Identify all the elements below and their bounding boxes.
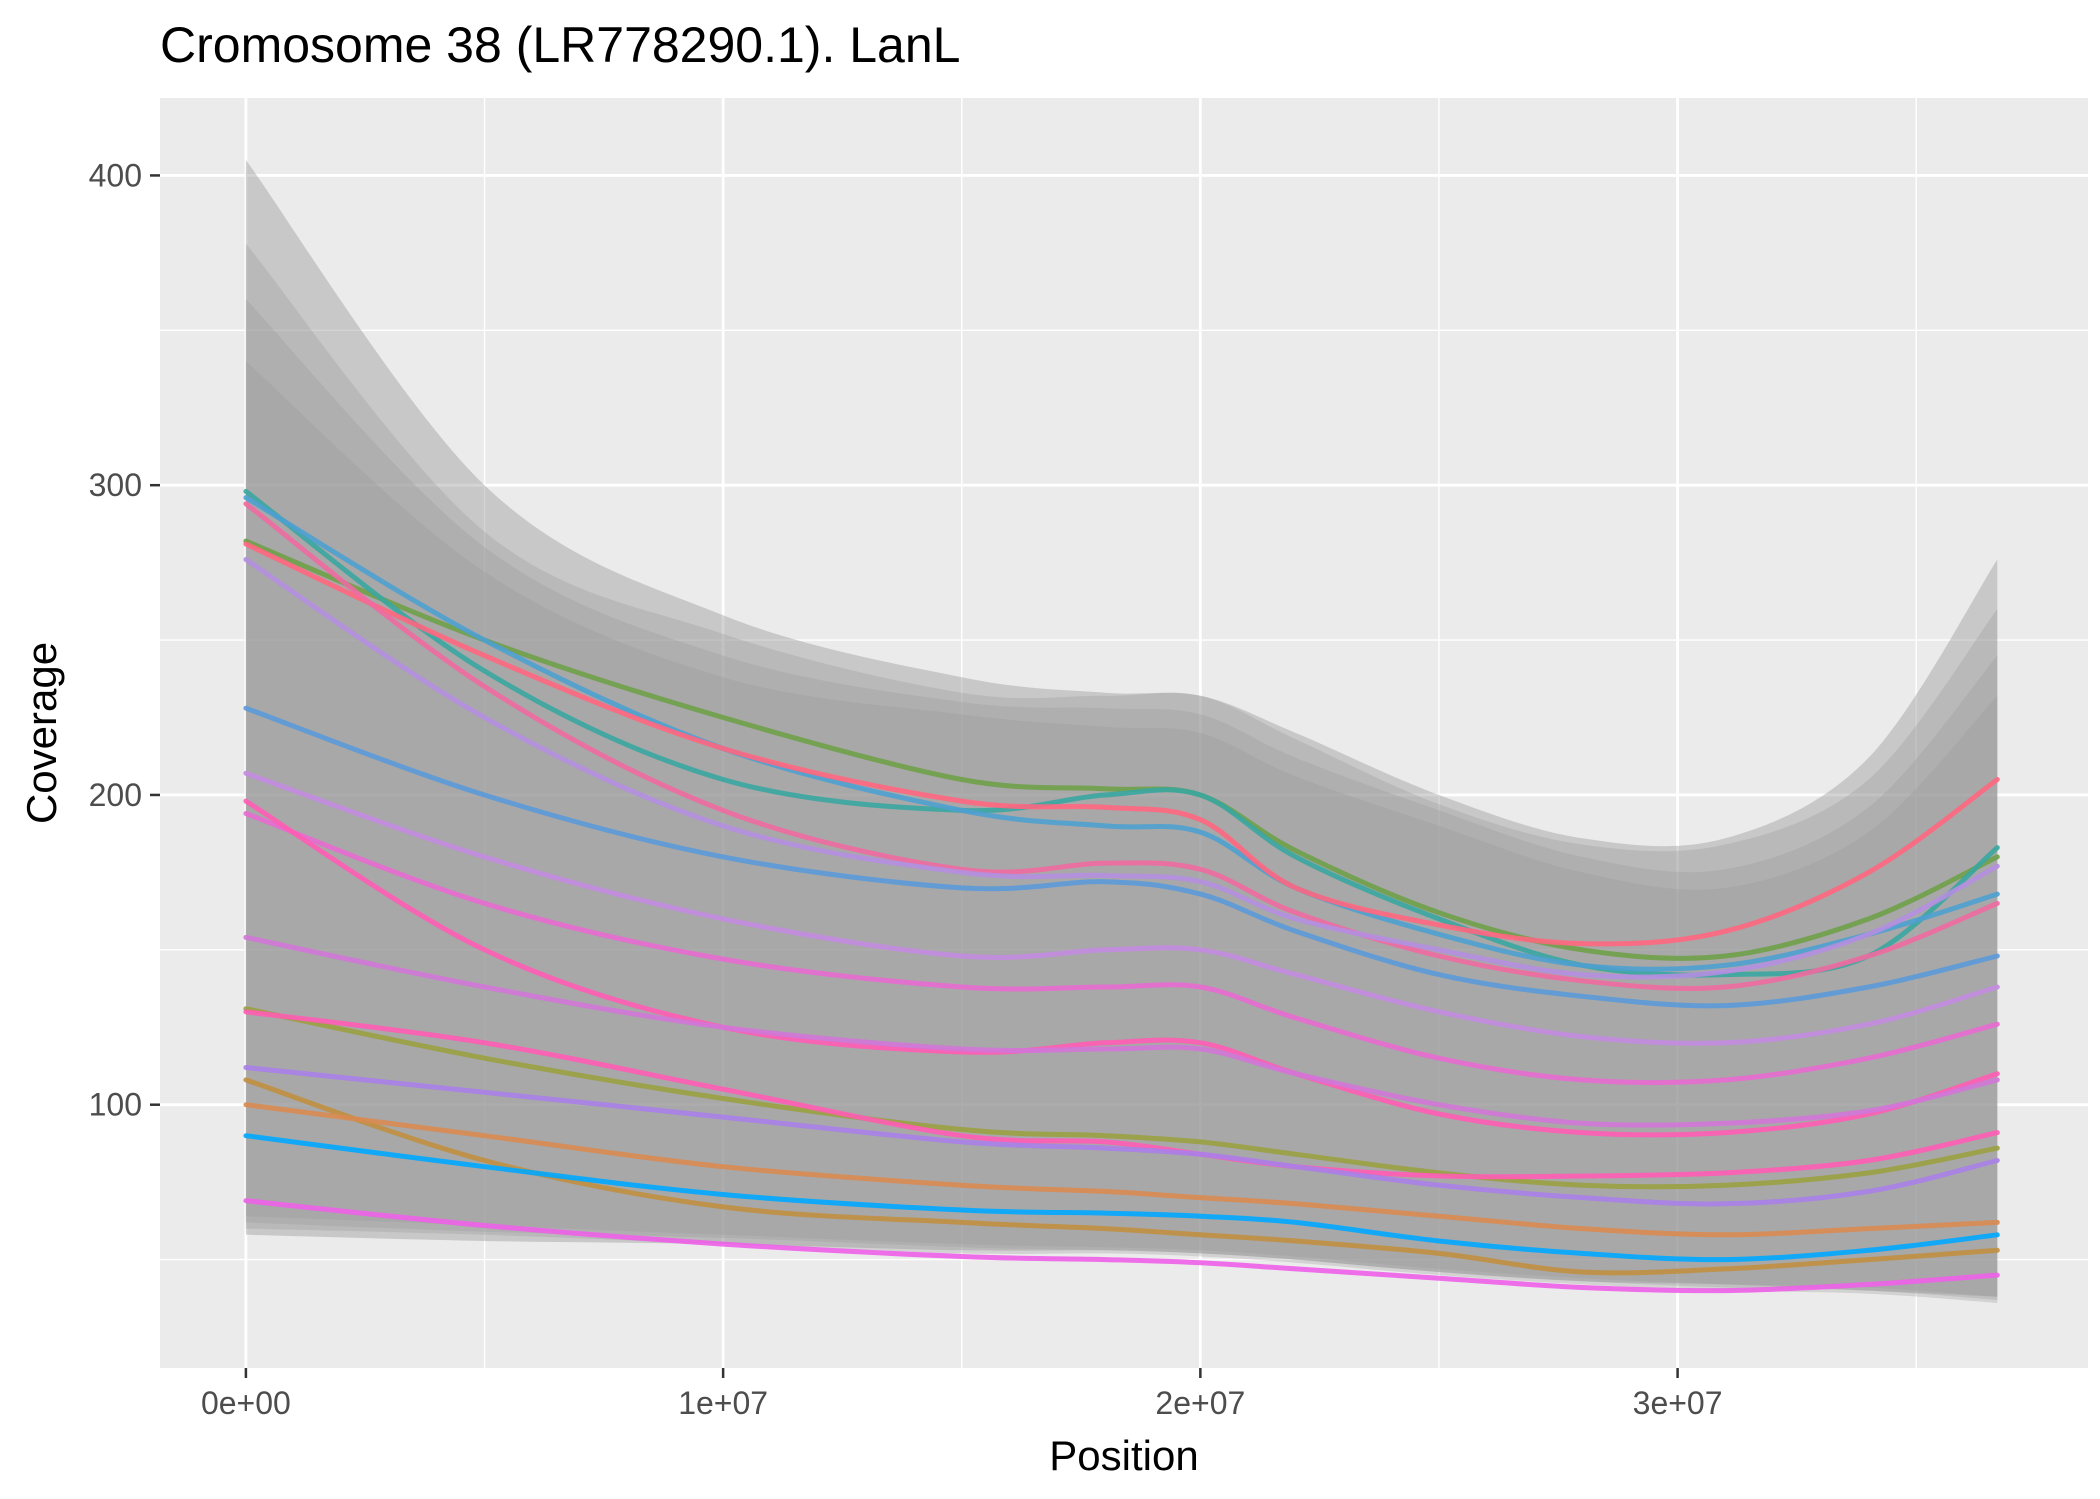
x-tick-label: 2e+07 [1155,1385,1245,1421]
coverage-series-line [243,1133,2000,1263]
x-axis-title: Position [1049,1432,1198,1479]
x-tick-label: 1e+07 [678,1385,768,1421]
coverage-series-line [243,557,2000,980]
coverage-series-line [243,1006,2000,1190]
y-tick-label: 200 [89,777,142,813]
x-tick-label: 0e+00 [201,1385,291,1421]
y-tick-label: 300 [89,467,142,503]
coverage-series-line [243,811,2000,1086]
coverage-series-line [243,541,2000,947]
coverage-series-line [243,1198,2000,1294]
coverage-series-line [243,1065,2000,1207]
confidence-ribbon [245,299,1998,1300]
coverage-series-line [243,705,2000,1009]
coverage-series-line [243,1102,2000,1238]
coverage-series-line [243,495,2000,972]
smoothed-coverage-lines [243,488,2000,1294]
plot-background [160,98,2088,1368]
coverage-series-line [243,934,2000,1128]
y-tick-label: 100 [89,1087,142,1123]
coverage-series-line [243,501,2000,991]
coverage-series-line [243,798,2000,1138]
x-axis: 0e+00 1e+07 2e+07 3e+07 [201,1368,1723,1421]
confidence-ribbon [245,160,1998,1297]
coverage-series-line [243,488,2000,978]
confidence-ribbons [245,160,1998,1304]
coverage-series-line [243,1077,2000,1276]
y-axis-title: Coverage [18,642,65,824]
chart-title: Cromosome 38 (LR778290.1). LanL [160,17,960,73]
coverage-series-line [243,770,2000,1046]
y-tick-label: 400 [89,157,142,193]
x-tick-label: 3e+07 [1633,1385,1723,1421]
y-axis: 100 200 300 400 [89,157,160,1123]
confidence-ribbon [245,243,1998,1304]
